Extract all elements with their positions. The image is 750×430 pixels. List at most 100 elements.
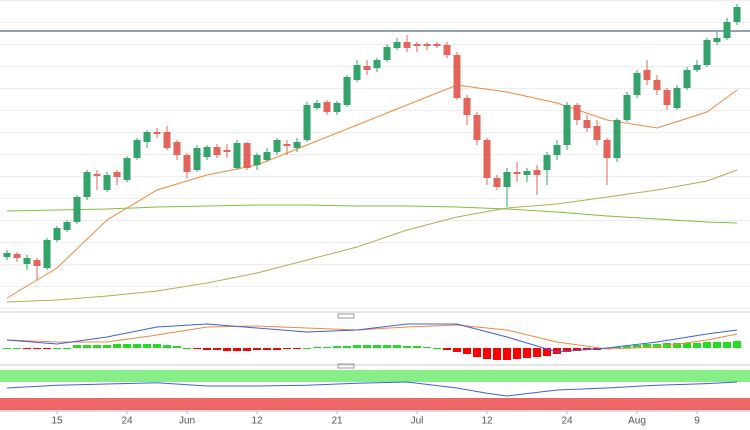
macd-histogram-bar — [583, 348, 591, 350]
candle-body — [713, 38, 721, 42]
moving-average — [6, 204, 738, 224]
macd-histogram-bar — [323, 347, 331, 348]
macd-histogram-bar — [103, 345, 111, 348]
candle-body — [563, 105, 571, 145]
macd-histogram-bar — [723, 342, 731, 348]
candle-body — [33, 260, 41, 266]
macd-histogram-bar — [633, 345, 641, 348]
macd-histogram-bar — [733, 341, 741, 348]
macd-histogram-bar — [533, 348, 541, 357]
candle-body — [113, 172, 121, 177]
candle-body — [143, 132, 151, 142]
background-grid — [0, 0, 750, 310]
macd-histogram-bar — [613, 347, 621, 348]
x-tick-label: 9 — [694, 416, 700, 427]
macd-histogram-bar — [153, 344, 161, 348]
x-tick-label: 12 — [481, 416, 493, 427]
candle-body — [223, 150, 231, 152]
macd-histogram-bar — [333, 346, 341, 348]
macd-histogram-bar — [443, 348, 451, 350]
macd-histogram-bar — [123, 344, 131, 348]
candle-body — [323, 102, 331, 112]
macd-histogram-bar — [313, 347, 321, 348]
panel-handle — [337, 363, 355, 369]
macd-histogram-bar — [553, 348, 561, 354]
macd-histogram-bar — [513, 348, 521, 359]
macd-histogram-bar — [243, 348, 251, 351]
rsi-lower-band — [0, 398, 750, 410]
candle-body — [463, 98, 471, 115]
x-tick-label: 21 — [331, 416, 343, 427]
macd-histogram-bar — [143, 344, 151, 348]
macd-histogram-bar — [213, 348, 221, 350]
macd-histogram-bar — [113, 344, 121, 348]
moving-average — [6, 169, 738, 303]
macd-histogram-bar — [473, 348, 481, 357]
macd-histogram-bar — [713, 342, 721, 348]
macd-histogram-bar — [523, 348, 531, 358]
macd-histogram-bar — [413, 346, 421, 348]
candle-body — [413, 44, 421, 46]
candle-body — [453, 55, 461, 98]
macd-histogram-bar — [673, 343, 681, 348]
candle-body — [253, 155, 261, 165]
candle-body — [523, 171, 531, 175]
macd-histogram-bar — [503, 348, 511, 360]
macd-histogram-bar — [433, 348, 441, 349]
candle-body — [283, 144, 291, 146]
candle-body — [373, 60, 381, 68]
candle-body — [123, 158, 131, 180]
candle-body — [13, 254, 21, 258]
candle-body — [513, 172, 521, 174]
macd-histogram-bar — [163, 345, 171, 348]
panel-handle — [337, 313, 355, 319]
macd-histogram-bar — [3, 348, 11, 349]
candle-body — [43, 240, 51, 268]
candle-body — [493, 178, 501, 187]
candle-body — [543, 155, 551, 170]
candle-body — [133, 140, 141, 158]
candle-body — [353, 65, 361, 80]
candle-body — [103, 175, 111, 190]
macd-histogram-bar — [683, 343, 691, 348]
macd-line — [6, 323, 738, 353]
candle-body — [213, 147, 221, 155]
macd-histogram-bar — [463, 348, 471, 354]
rsi-upper-band — [0, 370, 750, 382]
macd-histogram-bar — [353, 345, 361, 348]
candle-body — [633, 73, 641, 95]
candle-body — [313, 103, 321, 108]
x-tick-label: 15 — [51, 416, 63, 427]
candle-body — [383, 47, 391, 60]
candle-body — [593, 126, 601, 140]
candle-body — [293, 142, 301, 148]
candle-body — [273, 140, 281, 152]
macd-histogram-bar — [33, 348, 41, 349]
macd-histogram-bar — [173, 346, 181, 348]
macd-histogram-bar — [93, 345, 101, 348]
macd-histogram-bar — [223, 348, 231, 351]
macd-histogram-bar — [63, 348, 71, 349]
macd-histogram-bar — [303, 348, 311, 349]
macd-histogram-bar — [133, 344, 141, 348]
macd-histogram-bar — [423, 347, 431, 348]
macd-histogram-bar — [53, 348, 61, 349]
candle-body — [603, 140, 611, 158]
candle-body — [233, 143, 241, 168]
candle-body — [433, 44, 441, 46]
macd-histogram-bar — [253, 348, 261, 350]
macd-histogram-bar — [233, 348, 241, 351]
macd-histogram-bar — [363, 345, 371, 348]
x-tick-label: Jun — [179, 416, 195, 427]
candle-body — [473, 115, 481, 140]
macd-histogram-bar — [543, 348, 551, 356]
macd-histogram-bar — [453, 348, 461, 352]
macd-histogram-bar — [193, 348, 201, 349]
macd-histogram-bar — [293, 348, 301, 349]
rsi-line — [6, 381, 738, 397]
macd-histogram-bar — [653, 344, 661, 348]
macd-histogram-bar — [83, 345, 91, 348]
moving-average — [6, 84, 738, 299]
